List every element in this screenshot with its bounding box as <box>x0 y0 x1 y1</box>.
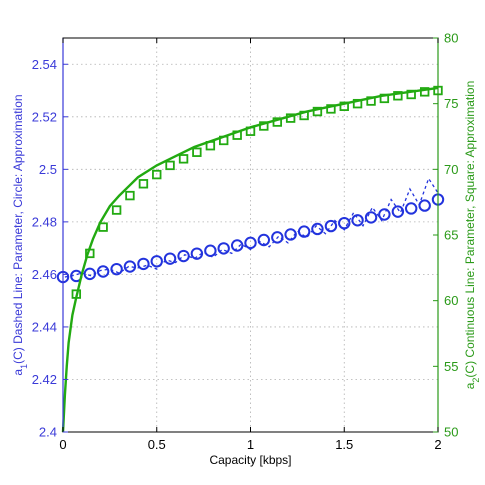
square-marker <box>205 140 216 151</box>
square-marker <box>125 190 135 201</box>
square-marker <box>232 130 242 140</box>
square-marker <box>111 205 122 215</box>
y-left-tick-label: 2.42 <box>32 372 57 387</box>
square-marker <box>299 110 309 121</box>
y-left-tick-label: 2.4 <box>39 425 57 440</box>
y-right-tick-label: 75 <box>444 96 458 111</box>
x-tick-label: 0.5 <box>148 437 166 452</box>
square-marker <box>85 248 95 259</box>
square-marker <box>312 106 323 117</box>
circle-marker <box>110 262 123 276</box>
y-left-tick-label: 2.46 <box>32 267 57 282</box>
circle-marker <box>123 260 137 273</box>
grid <box>63 38 438 432</box>
circle-marker <box>418 199 431 212</box>
y-right-label-subscript: 2 <box>471 378 481 383</box>
circle-marker <box>244 236 257 250</box>
y-left-label-subscript: 1 <box>19 364 29 369</box>
y-right-tick-label: 80 <box>444 31 458 46</box>
circle-marker <box>311 222 324 236</box>
y-right-tick-label: 55 <box>444 359 458 374</box>
circle-marker <box>391 205 405 218</box>
square-marker <box>272 117 283 127</box>
circle-marker <box>150 255 163 268</box>
square-marker <box>245 126 256 136</box>
y-right-tick-label: 50 <box>444 425 458 440</box>
square-marker <box>165 160 175 171</box>
circle-marker <box>217 242 230 255</box>
circle-marker <box>230 239 244 252</box>
circle-marker <box>297 225 311 238</box>
circle-marker <box>378 208 391 221</box>
circle-marker <box>338 216 351 230</box>
y-left-tick-label: 2.54 <box>32 57 57 72</box>
circle-marker <box>404 202 418 215</box>
square-marker <box>192 147 202 157</box>
circle-marker <box>324 219 338 233</box>
y-right-tick-label: 65 <box>444 228 458 243</box>
y-right-label-rest: (C) Continuous Line: Parameter, Square: … <box>463 81 477 378</box>
y-axis-label-right: a2(C) Continuous Line: Parameter, Square… <box>463 81 481 390</box>
square-marker <box>71 289 82 299</box>
y-left-label-main: a <box>11 369 25 376</box>
y-left-label-rest: (C) Dashed Line: Parameter, Circle: Appr… <box>11 94 25 363</box>
square-marker <box>379 93 390 104</box>
circle-marker <box>83 267 97 281</box>
square-marker <box>393 91 403 101</box>
x-tick-label: 2 <box>434 437 441 452</box>
tick-labels: 0 0.5 1 1.5 2 2.4 2.42 2.44 2.46 2.48 2.5 2.52 2.54 5… <box>32 31 459 453</box>
circle-marker <box>190 247 204 260</box>
square-marker <box>366 96 376 106</box>
square-marker <box>98 222 108 232</box>
x-tick-label: 0 <box>59 437 66 452</box>
y-right-label-main: a <box>463 382 477 389</box>
circle-marker <box>271 231 284 244</box>
circle-marker <box>364 211 378 224</box>
square-marker <box>352 98 363 109</box>
circle-marker <box>257 233 271 247</box>
circle-marker <box>204 244 217 257</box>
circle-marker <box>96 265 110 278</box>
square-marker <box>285 113 296 123</box>
x-tick-label: 1 <box>247 437 254 452</box>
y-left-tick-label: 2.48 <box>32 214 57 229</box>
x-tick-label: 1.5 <box>335 437 353 452</box>
ticks <box>62 37 439 433</box>
circle-marker <box>177 249 190 263</box>
y-right-tick-label: 60 <box>444 293 458 308</box>
y-left-tick-label: 2.5 <box>39 162 57 177</box>
circle-marker <box>163 252 177 265</box>
y-left-tick-label: 2.44 <box>32 319 57 334</box>
square-marker <box>152 169 162 180</box>
circle-marker <box>351 214 364 227</box>
y-right-tick-label: 70 <box>444 162 458 177</box>
y-left-tick-label: 2.52 <box>32 109 57 124</box>
circle-marker <box>284 228 297 241</box>
square-marker <box>259 121 269 131</box>
series-line-left <box>64 177 439 278</box>
y-axis-label-left: a1(C) Dashed Line: Parameter, Circle: Ap… <box>11 94 29 375</box>
square-marker <box>178 154 189 164</box>
square-marker <box>326 104 336 114</box>
circle-marker <box>137 257 150 271</box>
square-marker <box>218 135 229 146</box>
square-marker <box>419 87 430 97</box>
x-axis-label: Capacity [kbps] <box>209 453 291 467</box>
square-marker <box>406 89 416 100</box>
square-marker <box>339 101 349 111</box>
square-marker <box>138 179 149 189</box>
series-line-right <box>61 86 439 433</box>
